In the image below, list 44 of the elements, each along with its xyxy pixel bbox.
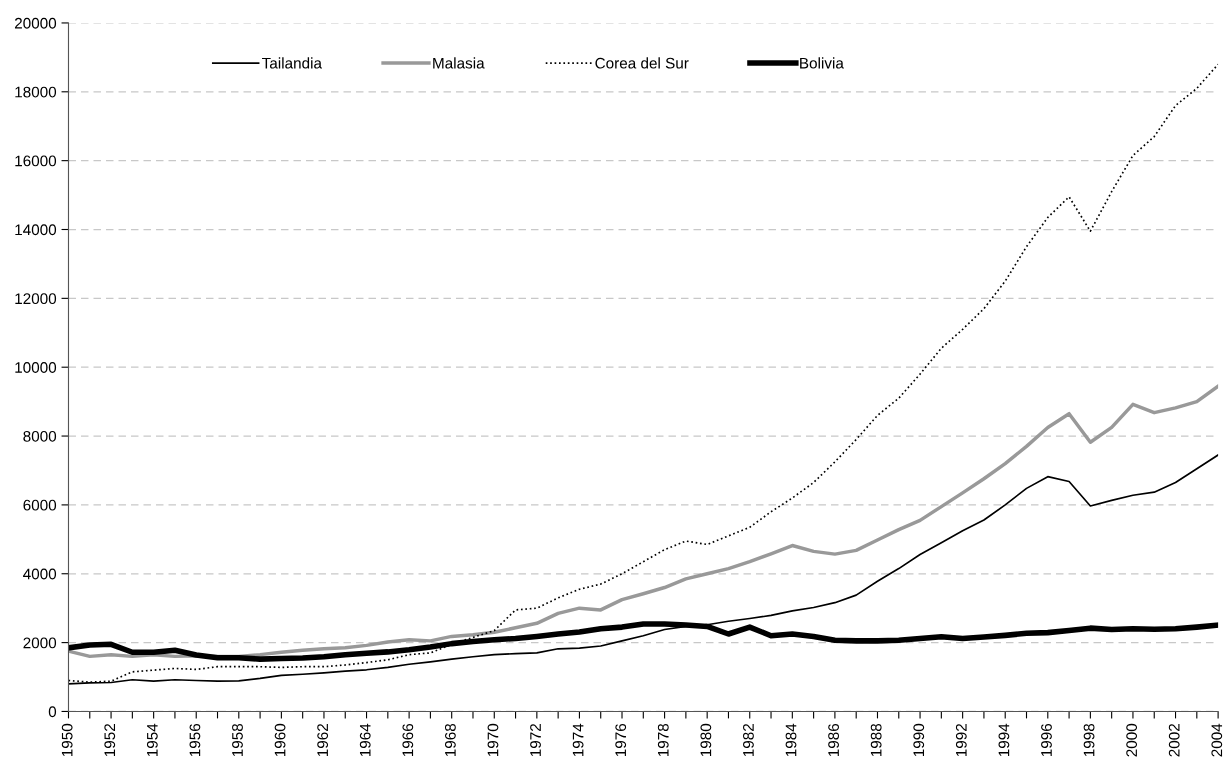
x-tick-label: 1982 — [743, 724, 754, 757]
legend-label: Malasia — [433, 57, 485, 69]
x-tick-label: 2000 — [1126, 723, 1138, 757]
x-tick-label: 1968 — [444, 723, 456, 757]
x-tick-label: 1978 — [657, 723, 669, 757]
x-tick-label: 2002 — [1168, 724, 1180, 757]
x-tick-label: 1954 — [146, 723, 158, 757]
x-tick-label: 1992 — [955, 724, 967, 757]
y-tick-label: 12000 — [15, 293, 57, 305]
x-tick-label: 1976 — [615, 723, 627, 757]
legend-label: Corea del Sur — [595, 57, 689, 69]
x-tick-label: 1966 — [402, 723, 414, 757]
x-tick-label: 1990 — [913, 723, 925, 757]
x-tick-label: 2004 — [1211, 723, 1223, 757]
y-tick-label: 20000 — [14, 17, 57, 29]
x-tick-label: 1996 — [1041, 723, 1052, 757]
y-tick-label: 8000 — [23, 430, 57, 442]
y-tick-label: 10000 — [15, 362, 57, 373]
x-tick-label: 1952 — [104, 724, 116, 757]
x-tick-label: 1964 — [359, 723, 371, 757]
y-tick-label: 2000 — [23, 637, 57, 649]
x-tick-label: 1994 — [998, 723, 1010, 757]
line-series — [68, 384, 1219, 659]
x-tick-label: 1986 — [828, 723, 839, 757]
y-tick-label: 6000 — [23, 499, 57, 511]
x-tick-label: 1970 — [487, 723, 499, 757]
x-tick-label: 1974 — [572, 723, 584, 757]
x-tick-label: 1984 — [785, 723, 797, 757]
x-tick-label: 1962 — [317, 724, 329, 757]
y-tick-label: 0 — [48, 706, 57, 718]
x-tick-label: 1950 — [61, 723, 73, 757]
x-tick-label: 1972 — [530, 724, 541, 757]
legend-label: Tailandia — [262, 57, 322, 69]
x-tick-label: 1998 — [1083, 723, 1095, 757]
x-tick-label: 1988 — [870, 723, 882, 757]
x-tick-label: 1960 — [274, 723, 286, 757]
y-tick-label: 16000 — [15, 155, 57, 167]
x-tick-label: 1958 — [232, 723, 243, 757]
y-tick-label: 4000 — [23, 568, 57, 580]
x-tick-label: 1956 — [189, 723, 201, 757]
legend-label: Bolivia — [800, 57, 844, 69]
y-tick-label: 18000 — [15, 86, 57, 98]
x-tick-label: 1980 — [700, 723, 712, 757]
y-tick-label: 14000 — [15, 224, 57, 236]
